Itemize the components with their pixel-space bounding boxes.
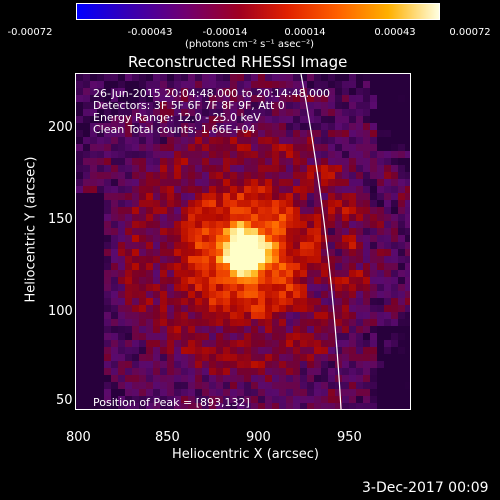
x-tick: 850: [155, 430, 180, 445]
colorbar-tick: 0.00043: [374, 27, 415, 38]
y-tick: 200: [48, 120, 73, 135]
plot-title: Reconstructed RHESSI Image: [128, 53, 347, 71]
y-tick: 150: [48, 212, 73, 227]
colorbar-unit: (photons cm⁻² s⁻¹ asec⁻²): [185, 39, 314, 51]
x-tick: 800: [66, 430, 91, 445]
x-axis-label: Heliocentric X (arcsec): [172, 447, 319, 462]
info-line: Clean Total counts: 1.66E+04: [93, 124, 256, 136]
colorbar: [76, 3, 440, 20]
colorbar-tick: 0.00072: [449, 27, 490, 38]
y-axis-label: Heliocentric Y (arcsec): [24, 193, 39, 303]
y-tick: 100: [48, 304, 73, 319]
x-tick: 900: [246, 430, 271, 445]
colorbar-tick: -0.00014: [203, 27, 248, 38]
image-plot: 26-Jun-2015 20:04:48.000 to 20:14:48.000…: [75, 73, 411, 410]
x-tick: 950: [337, 430, 362, 445]
timestamp: 3-Dec-2017 00:09: [362, 480, 489, 496]
peak-position-label: Position of Peak = [893,132]: [93, 397, 250, 409]
colorbar-tick: -0.00043: [128, 27, 173, 38]
colorbar-tick: 0.00014: [284, 27, 325, 38]
y-tick: 50: [56, 393, 73, 408]
colorbar-tick: -0.00072: [8, 27, 53, 38]
